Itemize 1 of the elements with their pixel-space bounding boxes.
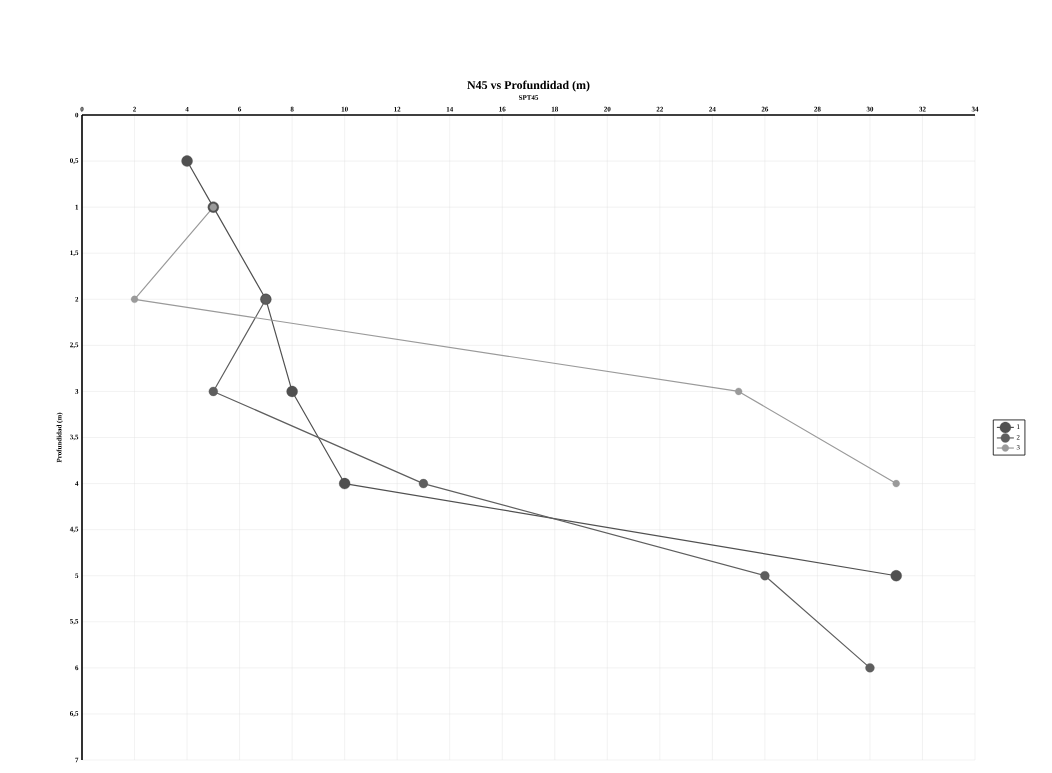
chart-title: N45 vs Profundidad (m): [467, 80, 590, 92]
